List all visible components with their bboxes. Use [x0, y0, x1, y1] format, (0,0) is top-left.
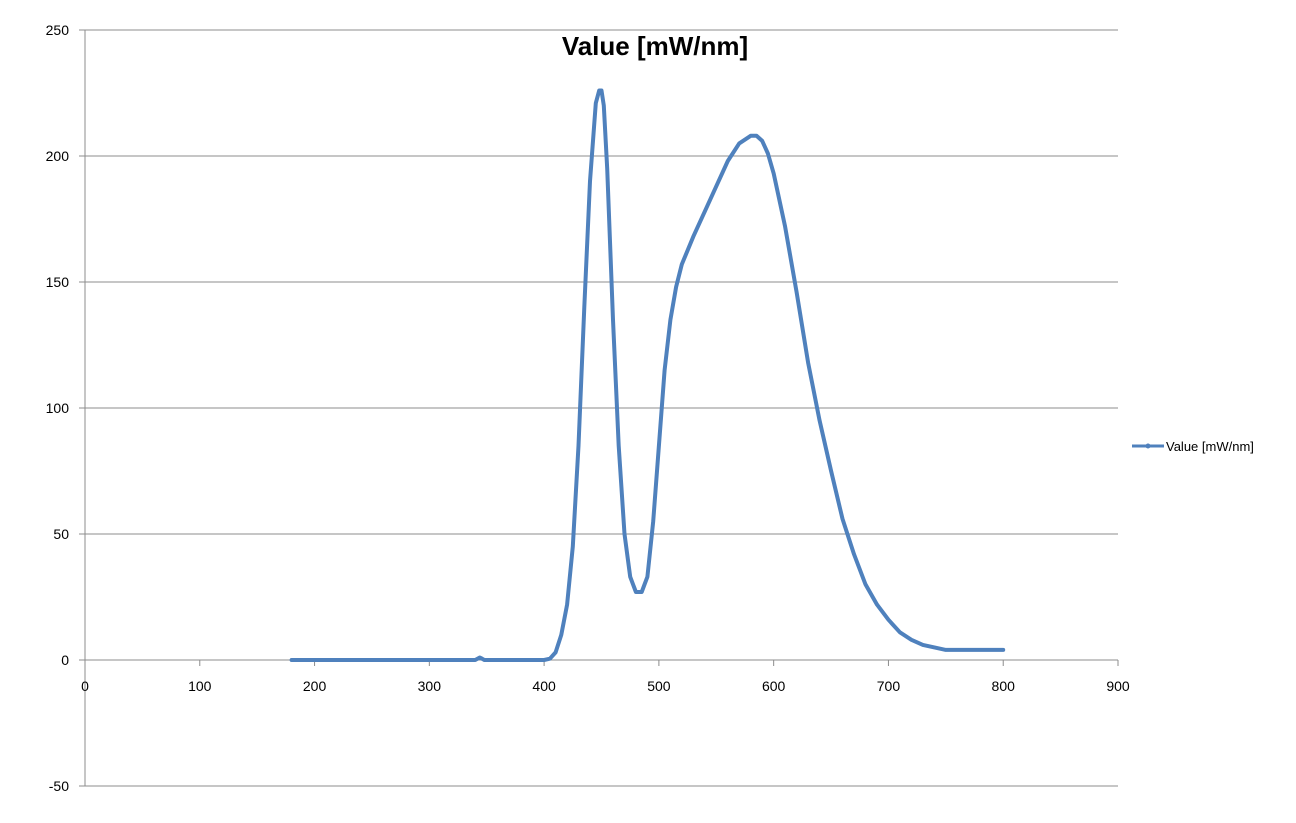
chart-title: Value [mW/nm]: [562, 31, 748, 61]
data-point: [611, 318, 615, 322]
data-point: [663, 368, 667, 372]
data-point: [921, 643, 925, 647]
data-point: [634, 590, 638, 594]
x-tick-label: 600: [762, 678, 786, 694]
y-tick-label: 250: [46, 22, 70, 38]
data-point: [651, 519, 655, 524]
x-tick-label: 800: [992, 678, 1016, 694]
data-point: [754, 134, 759, 138]
data-point: [588, 179, 592, 183]
data-point: [886, 618, 891, 622]
data-point: [542, 658, 546, 662]
data-point: [668, 318, 672, 322]
data-point: [760, 139, 764, 143]
data-point: [783, 224, 787, 229]
data-point: [840, 517, 845, 521]
data-point: [772, 172, 776, 176]
data-point: [548, 657, 552, 661]
data-point: [898, 630, 902, 634]
data-point: [737, 141, 741, 145]
x-tick-label: 400: [532, 678, 556, 694]
data-point: [680, 262, 684, 266]
data-point: [657, 444, 661, 448]
data-point: [1001, 648, 1005, 652]
series-line: [289, 88, 1006, 662]
y-tick-label: 150: [46, 274, 70, 290]
legend: Value [mW/nm]: [1132, 439, 1254, 454]
data-point: [766, 151, 770, 156]
data-point: [602, 104, 606, 108]
data-point: [594, 101, 598, 105]
data-point: [817, 419, 822, 423]
data-point: [617, 444, 621, 448]
data-point: [863, 582, 868, 587]
data-point: [473, 658, 477, 662]
data-point: [599, 88, 604, 93]
x-tick-label: 500: [647, 678, 671, 694]
y-tick-label: 100: [46, 400, 70, 416]
x-tick-label: 200: [303, 678, 327, 694]
data-point: [370, 658, 374, 662]
data-point: [932, 645, 936, 650]
data-point: [559, 633, 563, 637]
x-tick-label: 300: [418, 678, 442, 694]
data-point: [726, 159, 730, 163]
data-point: [691, 235, 695, 239]
data-point: [795, 290, 799, 294]
data-point: [749, 134, 753, 138]
data-point: [487, 658, 491, 662]
y-tick-label: 0: [61, 652, 69, 668]
data-point: [427, 658, 431, 662]
data-point: [703, 209, 707, 214]
data-point: [944, 648, 948, 652]
x-tick-label: 0: [81, 678, 89, 694]
data-point: [571, 545, 575, 549]
y-tick-label: 200: [46, 148, 70, 164]
data-point: [875, 602, 879, 607]
data-point: [605, 167, 609, 171]
y-tick-label: 50: [53, 526, 69, 542]
legend-label: Value [mW/nm]: [1166, 439, 1254, 454]
data-point: [597, 88, 601, 93]
data-point: [955, 648, 959, 652]
x-tick-label: 700: [877, 678, 901, 694]
data-point: [582, 305, 586, 309]
data-point: [482, 658, 487, 662]
data-point: [806, 361, 810, 365]
data-point: [640, 590, 644, 594]
data-point: [290, 658, 294, 662]
data-point: [565, 602, 569, 607]
data-point: [909, 638, 914, 642]
data-point: [553, 650, 558, 655]
data-point: [852, 552, 856, 556]
data-point: [576, 444, 581, 448]
data-point: [312, 658, 317, 662]
data-point: [622, 532, 627, 536]
data-point: [829, 469, 833, 473]
x-tick-label: 100: [188, 678, 212, 694]
data-point: [978, 648, 982, 652]
legend-marker: [1145, 443, 1151, 449]
x-tick-label: 900: [1106, 678, 1130, 694]
data-point: [628, 575, 632, 579]
y-tick-label: -50: [49, 778, 69, 794]
data-point: [674, 285, 678, 289]
data-point: [714, 184, 718, 188]
data-point: [645, 575, 650, 579]
